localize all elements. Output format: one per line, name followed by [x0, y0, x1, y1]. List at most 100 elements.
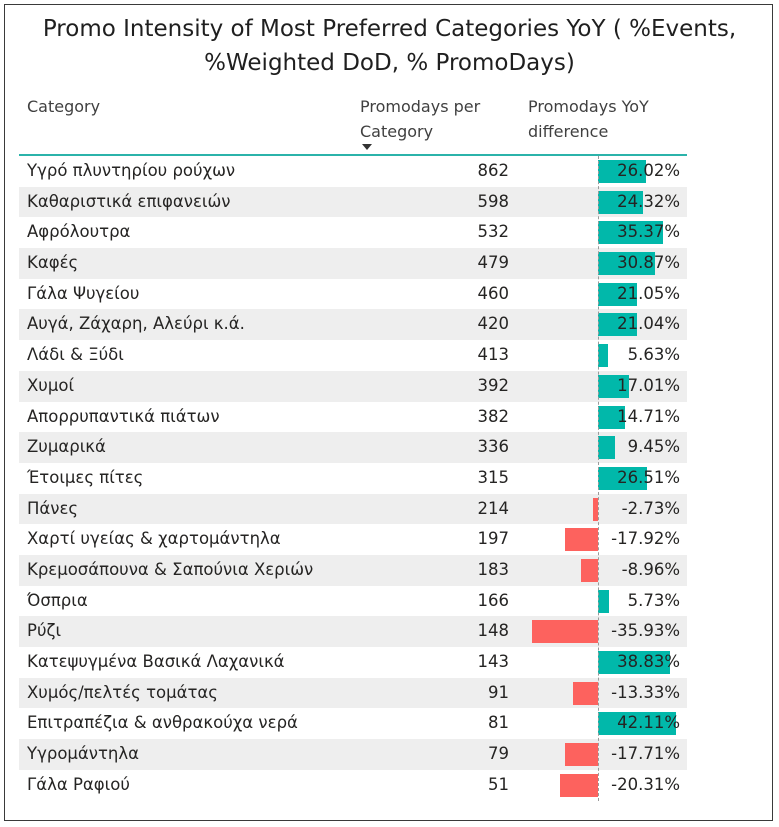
yoy-bar-positive [598, 436, 616, 460]
table-row[interactable]: Έτοιμες πίτες 315 26.51% [19, 463, 687, 494]
yoy-bar-positive [598, 252, 656, 276]
promodays-cell: 532 [477, 222, 510, 242]
table-row[interactable]: Υγρομάντηλα 79 -17.71% [19, 739, 687, 770]
category-cell: Υγρό πλυντηρίου ρούχων [27, 161, 236, 180]
yoy-bar-positive [598, 466, 648, 490]
yoy-cell: -20.31% [611, 774, 680, 794]
table-row[interactable]: Ρύζι 148 -35.93% [19, 616, 687, 647]
promodays-cell: 79 [488, 744, 509, 764]
table-row[interactable]: Λάδι & Ξύδι 413 5.63% [19, 340, 687, 371]
promodays-cell: 197 [477, 529, 510, 549]
category-cell: Υγρομάντηλα [27, 744, 140, 764]
yoy-cell: -13.33% [611, 682, 680, 702]
table-row[interactable]: Όσπρια 166 5.73% [19, 586, 687, 617]
category-cell: Όσπρια [27, 590, 88, 610]
yoy-cell: 42.11% [617, 713, 680, 733]
column-header-category[interactable]: Category [27, 97, 101, 116]
category-cell: Ρύζι [27, 621, 62, 641]
category-cell: Καθαριστικά επιφανειών [27, 191, 231, 211]
category-cell: Απορρυπαντικά πιάτων [27, 406, 220, 426]
table-row[interactable]: Καφές 479 30.87% [19, 248, 687, 279]
table-row[interactable]: Υγρό πλυντηρίου ρούχων 862 26.02% [19, 156, 687, 187]
promodays-cell: 460 [477, 283, 510, 303]
yoy-bar-negative [565, 743, 598, 767]
promodays-cell: 479 [477, 253, 510, 273]
category-cell: Κρεμοσάπουνα & Σαπούνια Χεριών [27, 559, 314, 579]
yoy-bar-positive [598, 160, 647, 183]
column-header-yoy[interactable]: Promodays YoY difference [528, 97, 649, 141]
visual-frame [4, 4, 773, 821]
yoy-bar-positive [598, 190, 643, 214]
promodays-cell: 315 [477, 467, 510, 487]
yoy-bar-negative [531, 620, 598, 644]
category-cell: Κατεψυγμένα Βασικά Λαχανικά [27, 652, 285, 671]
promodays-cell: 81 [488, 713, 509, 733]
promodays-cell: 51 [488, 774, 509, 794]
table-row[interactable]: Καθαριστικά επιφανειών 598 24.32% [19, 186, 687, 218]
yoy-cell: 24.32% [617, 191, 680, 211]
table-row[interactable]: Κατεψυγμένα Βασικά Λαχανικά 143 38.83% [19, 647, 687, 678]
yoy-cell: -35.93% [611, 621, 680, 641]
table-row[interactable]: Πάνες 214 -2.73% [19, 493, 687, 525]
category-cell: Χυμός/πελτές τομάτας [27, 682, 218, 702]
table-row[interactable]: Χυμοί 392 17.01% [19, 370, 687, 402]
column-header-promodays[interactable]: Promodays per Category [360, 97, 481, 141]
promodays-cell: 143 [477, 652, 510, 671]
yoy-cell: -17.92% [611, 529, 680, 549]
table-row[interactable]: Χυμός/πελτές τομάτας 91 -13.33% [19, 677, 687, 709]
yoy-cell: 26.51% [617, 467, 680, 487]
yoy-cell: 14.71% [617, 406, 680, 426]
yoy-cell: 26.02% [617, 161, 680, 180]
yoy-cell: 38.83% [617, 652, 680, 671]
yoy-cell: 5.73% [627, 590, 680, 610]
chart-title: Promo Intensity of Most Preferred Catego… [42, 16, 737, 76]
yoy-bar-positive [598, 712, 676, 736]
yoy-bar-positive [598, 221, 664, 245]
sort-descending-icon[interactable] [362, 144, 372, 150]
table-body: Υγρό πλυντηρίου ρούχων 862 26.02% Καθαριστι… [19, 156, 687, 800]
yoy-cell: -2.73% [621, 498, 680, 518]
promodays-cell: 420 [477, 314, 510, 334]
yoy-bar-positive [598, 374, 630, 398]
yoy-bar-positive [598, 405, 626, 429]
yoy-cell: 21.05% [617, 283, 680, 303]
promodays-cell: 214 [477, 498, 510, 518]
yoy-cell: 35.37% [617, 222, 680, 242]
category-cell: Έτοιμες πίτες [27, 467, 144, 487]
yoy-cell: 5.63% [627, 345, 680, 365]
table-row[interactable]: Γάλα Ραφιού 51 -20.31% [19, 770, 687, 801]
promodays-cell: 166 [477, 590, 510, 610]
yoy-bar-positive [598, 651, 670, 674]
yoy-cell: -8.96% [621, 559, 680, 579]
yoy-bar-positive [598, 282, 637, 306]
category-cell: Ζυμαρικά [27, 437, 106, 457]
yoy-cell: 17.01% [617, 375, 680, 395]
promodays-cell: 598 [477, 191, 510, 211]
yoy-bar-negative [581, 558, 598, 582]
table-row[interactable]: Γάλα Ψυγείου 460 21.05% [19, 279, 687, 310]
promodays-cell: 91 [488, 682, 509, 702]
yoy-cell: 21.04% [617, 314, 680, 334]
promodays-cell: 413 [477, 345, 510, 365]
category-cell: Αυγά, Ζάχαρη, Αλεύρι κ.ά. [27, 314, 245, 334]
yoy-cell: 30.87% [617, 253, 680, 273]
table-row[interactable]: Απορρυπαντικά πιάτων 382 14.71% [19, 402, 687, 433]
table-row[interactable]: Χαρτί υγείας & χαρτομάντηλα 197 -17.92% [19, 524, 687, 555]
table-row[interactable]: Αυγά, Ζάχαρη, Αλεύρι κ.ά. 420 21.04% [19, 309, 687, 341]
yoy-bar-negative [560, 773, 598, 797]
zero-axis-line [598, 156, 599, 801]
yoy-bar-positive [598, 589, 609, 613]
yoy-bar-positive [598, 313, 637, 337]
table-row[interactable]: Επιτραπέζια & ανθρακούχα νερά 81 42.11% [19, 708, 687, 739]
table-row[interactable]: Ζυμαρικά 336 9.45% [19, 432, 687, 463]
category-cell: Χαρτί υγείας & χαρτομάντηλα [27, 529, 281, 549]
promodays-cell: 336 [477, 437, 510, 457]
table-row[interactable]: Αφρόλουτρα 532 35.37% [19, 217, 687, 248]
yoy-cell: 9.45% [627, 437, 680, 457]
promodays-cell: 382 [477, 406, 510, 426]
yoy-bar-positive [598, 344, 609, 368]
table-row[interactable]: Κρεμοσάπουνα & Σαπούνια Χεριών 183 -8.96% [19, 554, 687, 586]
yoy-bar-negative [573, 681, 598, 705]
category-cell: Γάλα Ψυγείου [27, 283, 140, 303]
category-cell: Χυμοί [27, 375, 75, 395]
